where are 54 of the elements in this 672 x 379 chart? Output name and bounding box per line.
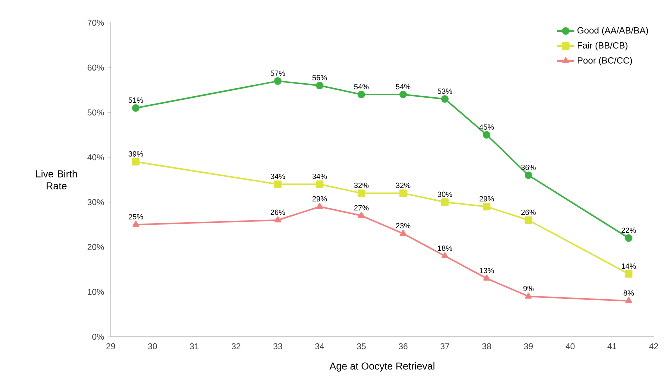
- x-tick-label: 42: [649, 344, 658, 350]
- x-tick-label: 39: [524, 344, 534, 350]
- point: [441, 96, 449, 103]
- x-tick-label: 32: [232, 344, 241, 350]
- y-tick-label: 20%: [88, 244, 104, 250]
- x-tick-label: 41: [608, 344, 617, 350]
- x-tick-label: 36: [398, 344, 408, 350]
- x-tick-label: 38: [482, 344, 492, 350]
- x-tick-label: 31: [190, 344, 199, 350]
- x-tick-label: 35: [357, 344, 366, 350]
- legend-label: Fair (BB/CB): [578, 42, 628, 51]
- point: [524, 172, 532, 180]
- point: [483, 131, 491, 139]
- point: [400, 190, 408, 198]
- point: [132, 104, 140, 112]
- point: [132, 158, 140, 166]
- point: [483, 203, 491, 211]
- point: [525, 292, 532, 299]
- point: [274, 78, 282, 86]
- point: [625, 270, 633, 278]
- point: [441, 198, 449, 206]
- y-tick-label: 60%: [88, 64, 104, 71]
- point: [626, 297, 632, 304]
- point: [132, 221, 140, 228]
- y-tick-label: 70%: [88, 20, 104, 26]
- point: [358, 212, 365, 218]
- point: [442, 252, 448, 258]
- legend-label: Good (AA/AB/BA): [578, 27, 648, 36]
- point: [274, 216, 282, 223]
- legend-label: Poor (BC/CC): [578, 57, 632, 66]
- y-tick-label: 30%: [88, 199, 104, 206]
- point: [316, 82, 324, 90]
- x-tick-label: 33: [274, 344, 282, 350]
- y-axis-title: Live Birth Rate: [36, 170, 78, 190]
- point: [358, 91, 366, 99]
- point: [484, 274, 490, 281]
- x-tick-label: 29: [106, 344, 116, 350]
- y-tick-label: 0%: [92, 334, 104, 340]
- y-tick-label: 40%: [88, 154, 104, 161]
- y-tick-label: 50%: [88, 110, 104, 116]
- point: [274, 180, 282, 188]
- x-tick-label: 30: [148, 344, 158, 350]
- x-tick-label: 34: [315, 344, 324, 350]
- point: [358, 190, 366, 198]
- point: [400, 230, 407, 236]
- x-tick-label: 40: [566, 344, 575, 350]
- point: [316, 203, 324, 210]
- point: [316, 180, 324, 188]
- y-tick-label: 10%: [88, 289, 104, 296]
- point: [400, 91, 408, 99]
- x-axis-title: Age at Oocyte Retrieval: [330, 362, 435, 372]
- point: [625, 234, 633, 242]
- x-tick-label: 37: [440, 344, 450, 350]
- point: [524, 216, 532, 224]
